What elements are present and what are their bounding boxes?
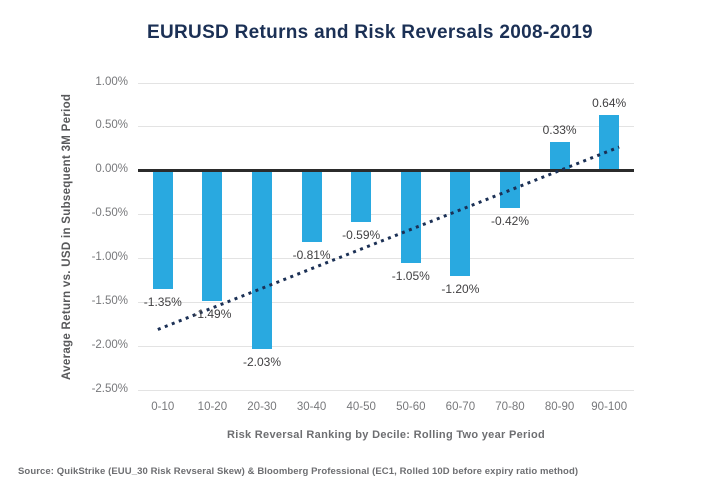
zero-axis-line <box>138 169 634 173</box>
bar-70-80 <box>500 170 520 208</box>
gridline <box>138 82 634 84</box>
bar-value-label: -2.03% <box>242 354 282 369</box>
bar-90-100 <box>599 114 620 171</box>
x-tick-label: 30-40 <box>296 401 327 413</box>
y-tick-label: -2.50% <box>91 382 128 395</box>
x-tick-label: 80-90 <box>544 401 575 413</box>
gridline <box>138 389 634 391</box>
bar-value-label: 0.33% <box>542 122 577 137</box>
x-tick-label: 50-60 <box>396 401 426 413</box>
y-tick-label: -1.50% <box>91 294 128 307</box>
x-tick-label: 90-100 <box>591 401 628 413</box>
x-axis-title: Risk Reversal Ranking by Decile: Rolling… <box>227 429 545 441</box>
bar-value-label: -1.20% <box>441 281 480 296</box>
gridline <box>138 301 634 303</box>
bar-value-label: -0.81% <box>292 247 331 262</box>
y-tick-label: -0.50% <box>91 207 128 220</box>
bar-value-label: -1.49% <box>193 307 232 322</box>
y-tick-label: 0.00% <box>95 163 128 176</box>
gridline <box>138 345 634 347</box>
y-tick-label: -1.00% <box>91 250 128 263</box>
x-tick-label: 0-10 <box>151 401 175 413</box>
y-tick-label: 1.00% <box>95 75 128 88</box>
y-tick-label: -2.00% <box>91 338 128 351</box>
bar-value-label: -1.05% <box>391 268 430 283</box>
source-note: Source: QuikStrike (EUU_30 Risk Revseral… <box>18 466 579 477</box>
x-tick-label: 70-80 <box>495 401 525 413</box>
bar-value-label: -0.59% <box>342 228 381 243</box>
bar-30-40 <box>301 170 322 242</box>
bar-value-label: -0.42% <box>490 213 530 228</box>
bar-40-50 <box>351 170 372 223</box>
x-tick-label: 40-50 <box>346 401 376 413</box>
y-tick-label: 0.50% <box>95 119 128 132</box>
x-tick-label: 10-20 <box>197 401 228 413</box>
x-tick-label: 60-70 <box>445 401 476 413</box>
bar-20-30 <box>252 170 272 349</box>
bar-0-10 <box>152 170 173 290</box>
bar-80-90 <box>549 141 570 171</box>
bar-value-label: 0.64% <box>592 95 627 110</box>
bar-10-20 <box>202 170 223 302</box>
chart-title: EURUSD Returns and Risk Reversals 2008-2… <box>147 22 593 43</box>
x-tick-label: 20-30 <box>247 401 277 413</box>
bar-60-70 <box>450 170 471 276</box>
bar-50-60 <box>400 170 421 263</box>
gridline <box>138 126 634 128</box>
